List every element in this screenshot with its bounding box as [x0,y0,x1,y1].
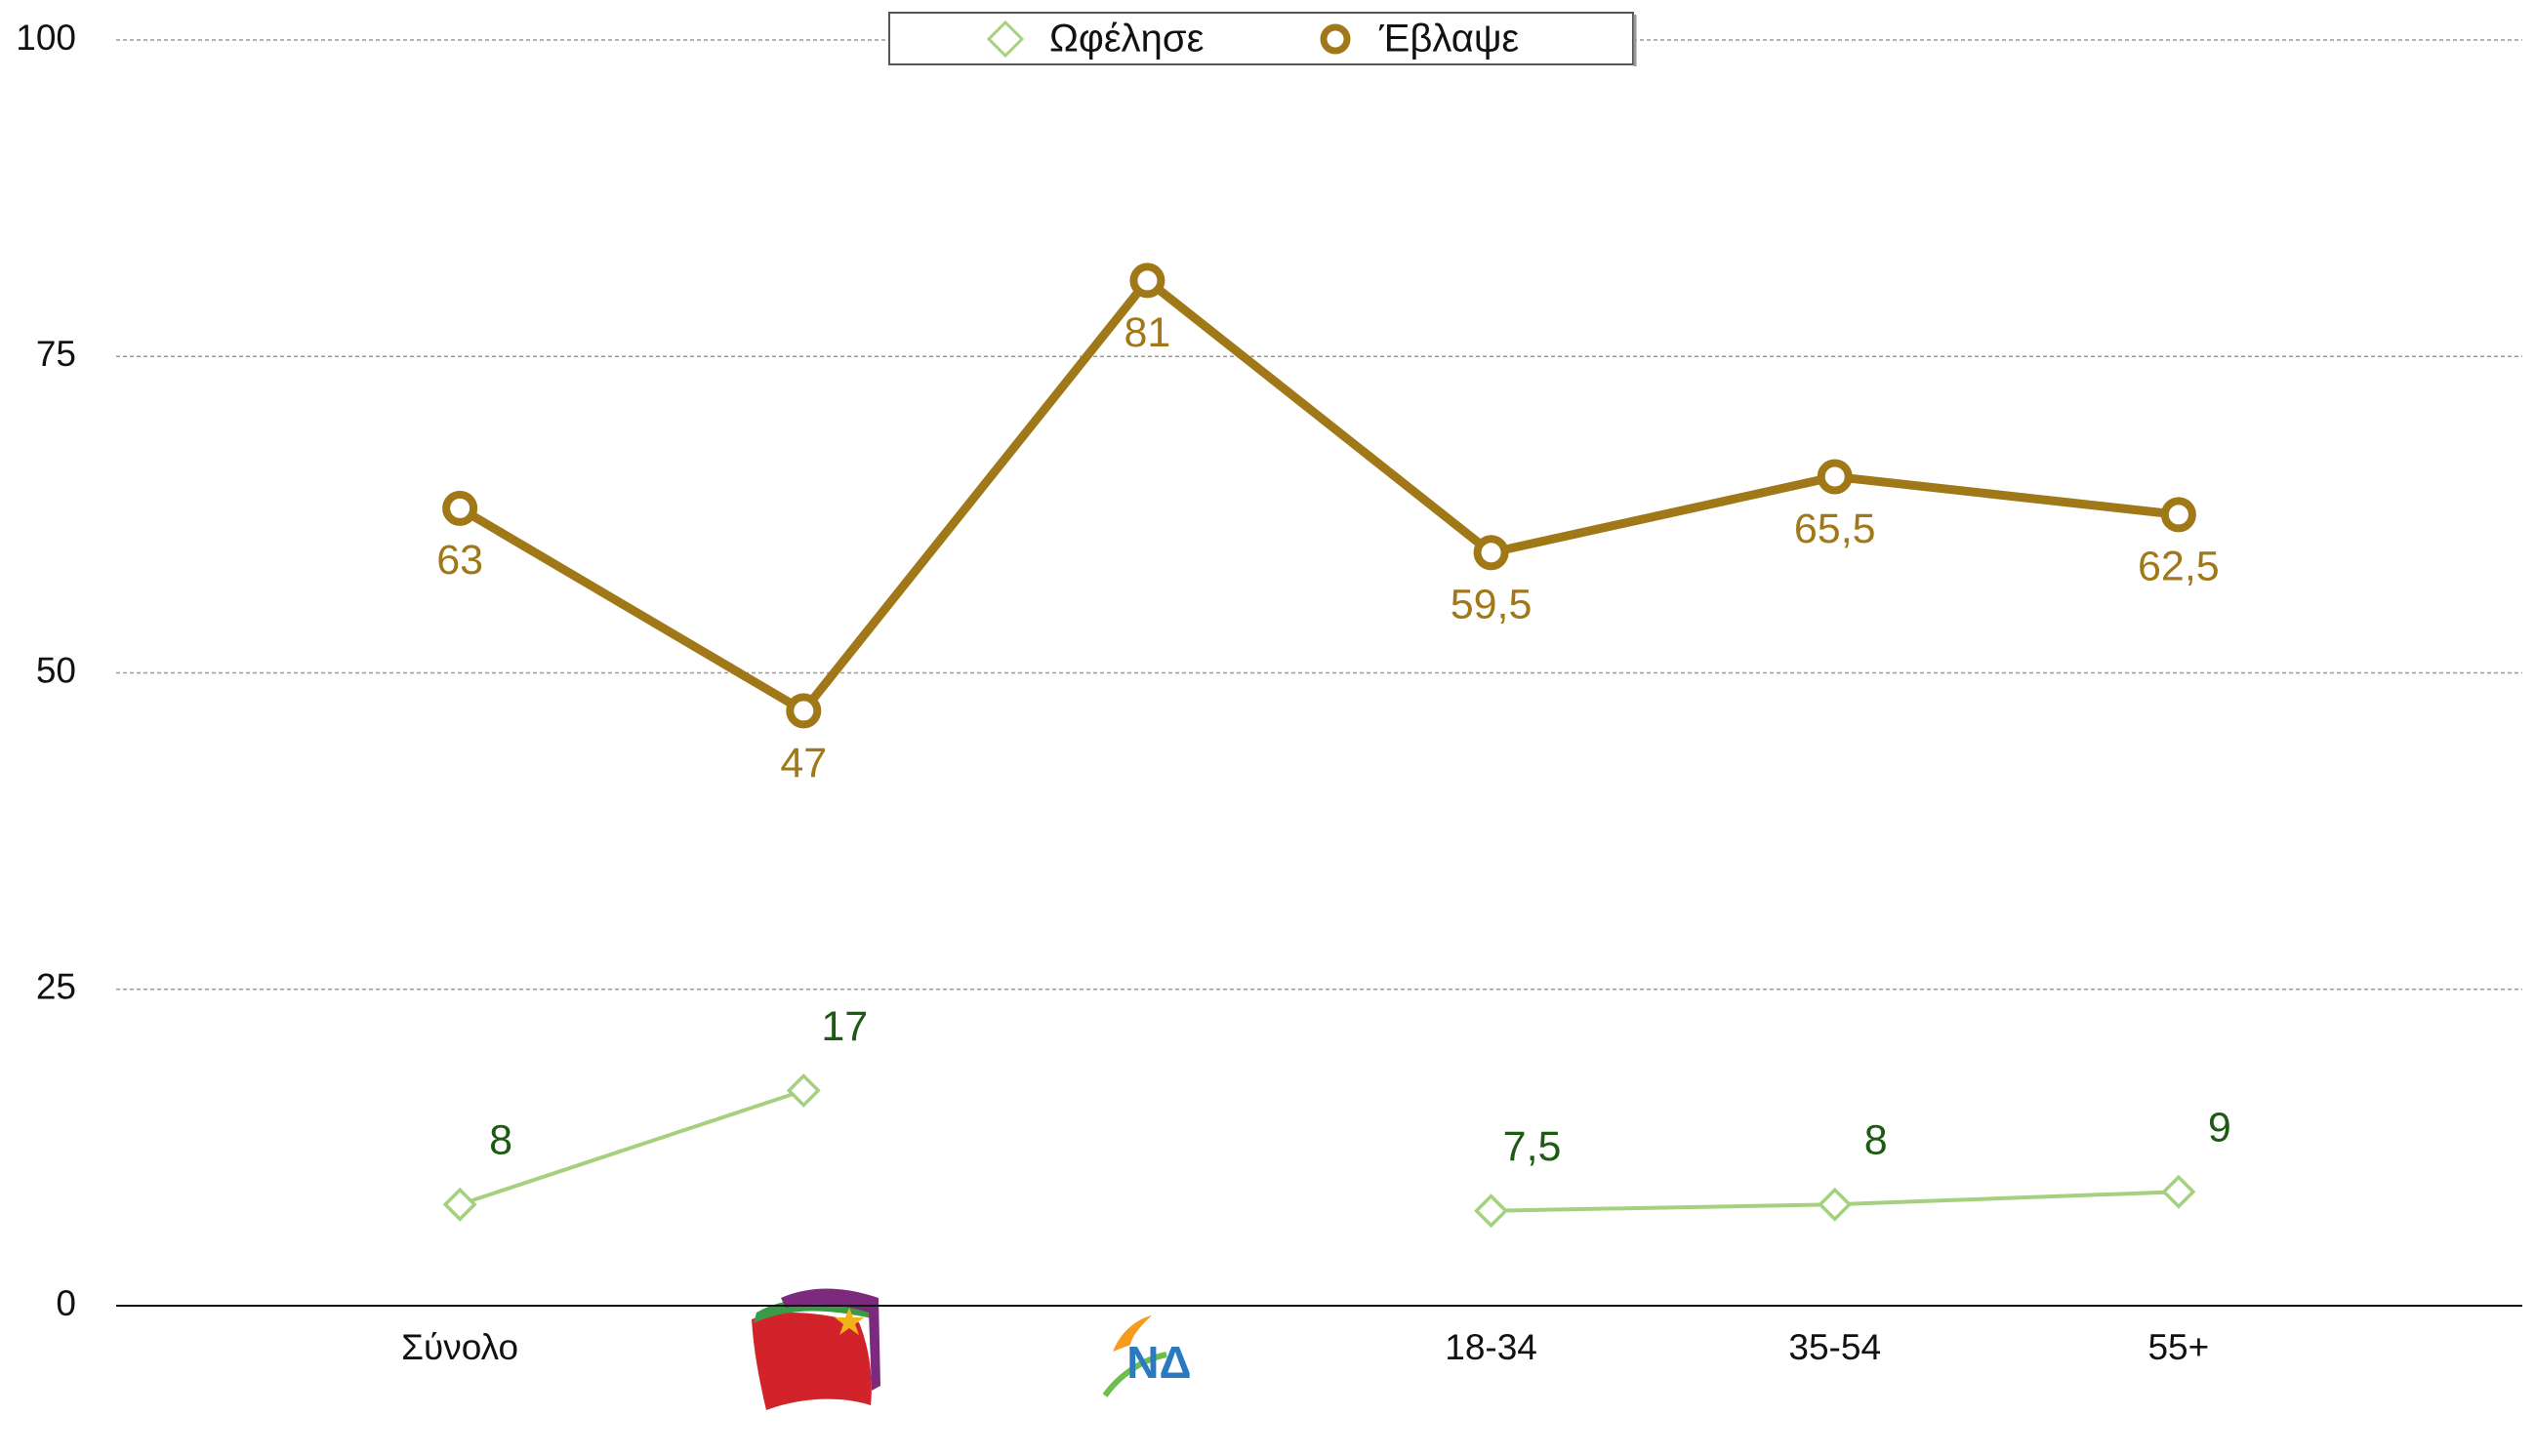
logo-stripe [781,1288,880,1391]
point [1817,459,1853,495]
x-tick-label: 55+ [2147,1327,2209,1367]
legend-marker [986,20,1025,59]
legend: Ωφέλησε Έβλαψε [888,12,1637,66]
point [1474,1193,1509,1229]
x-tick-label: 18-34 [1445,1327,1537,1367]
syriza-logo [752,1288,880,1410]
data-label: 17 [821,1003,868,1050]
y-tick-label: 100 [16,18,76,58]
point [786,1073,821,1108]
data-label: 9 [2208,1105,2231,1152]
point [786,693,822,729]
logo-flag [752,1312,872,1410]
data-label: 62,5 [2138,544,2220,590]
data-label: 65,5 [1794,506,1876,552]
logo-star [835,1308,864,1335]
point [1818,1187,1853,1222]
data-label: 47 [780,740,827,787]
y-tick-label: 50 [36,650,76,690]
data-label: 8 [1864,1117,1888,1164]
y-tick-label: 25 [36,967,76,1007]
point [1129,263,1165,299]
y-tick-label: 75 [36,334,76,374]
data-label: 81 [1124,309,1171,356]
x-tick-label: ΝΔ [1126,1337,1191,1388]
point [442,1187,477,1222]
data-label: 63 [436,537,483,584]
point [1473,535,1509,571]
logo-swoosh [1102,1352,1167,1397]
point [442,490,478,526]
legend-label: Ωφέλησε [1049,18,1205,61]
point [2161,1174,2196,1209]
data-label: 8 [489,1117,512,1164]
legend-label: Έβλαψε [1378,18,1519,61]
y-tick-label: 0 [56,1283,76,1323]
data-label: 7,5 [1503,1123,1562,1170]
x-tick-label: Σύνολο [401,1327,518,1367]
logo-flash [1113,1315,1152,1352]
data-label: 59,5 [1451,582,1533,628]
line [457,275,2180,715]
nd-logo [1102,1315,1167,1397]
line [459,1088,2179,1213]
legend-marker [1320,23,1351,55]
point [2160,497,2196,533]
x-tick-label: 35-54 [1788,1327,1881,1367]
